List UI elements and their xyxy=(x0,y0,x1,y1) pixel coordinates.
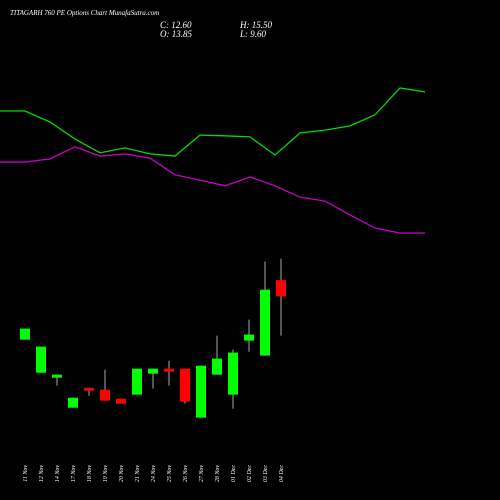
candle-body xyxy=(20,328,30,340)
x-tick-label: 17 Nov xyxy=(71,465,77,483)
x-tick-label: 24 Nov xyxy=(150,465,157,483)
quote-high: H: 15.50 xyxy=(239,20,272,30)
indicator-line xyxy=(0,146,425,234)
x-tick-label: 27 Nov xyxy=(199,465,205,483)
x-tick-label: 11 Nov xyxy=(23,465,29,482)
x-tick-label: 25 Nov xyxy=(167,465,173,483)
candle-body xyxy=(212,358,222,375)
x-tick-label: 19 Nov xyxy=(103,465,109,483)
candle-body xyxy=(180,368,190,402)
candle-body xyxy=(260,289,270,356)
candle-body xyxy=(116,398,126,404)
x-tick-label: 21 Nov xyxy=(135,465,141,483)
candle-body xyxy=(244,334,254,341)
x-tick-label: 12 Nov xyxy=(39,465,45,483)
quote-close: C: 12.60 xyxy=(160,20,192,30)
candle-body xyxy=(36,346,46,373)
x-tick-label: 18 Nov xyxy=(87,465,93,483)
candle-body xyxy=(132,368,142,395)
candle-body xyxy=(164,368,174,372)
quote-low: L: 9.60 xyxy=(239,29,267,39)
x-tick-label: 20 Nov xyxy=(119,465,125,483)
x-tick-label: 02 Dec xyxy=(247,465,253,482)
candle-body xyxy=(100,389,110,401)
candle-body xyxy=(196,365,206,418)
candle-body xyxy=(84,387,94,391)
candle-body xyxy=(276,280,286,297)
x-tick-label: 03 Dec xyxy=(263,465,269,482)
x-tick-label: 28 Nov xyxy=(215,465,221,483)
chart-title: TITAGARH 760 PE Options Chart MunafaSutr… xyxy=(10,9,159,17)
x-tick-label: 26 Nov xyxy=(183,465,189,483)
candle-body xyxy=(68,397,78,408)
x-tick-label: 01 Dec xyxy=(231,465,237,482)
candle-body xyxy=(52,374,62,378)
x-tick-label: 14 Nov xyxy=(54,465,61,483)
quote-open: O: 13.85 xyxy=(160,29,192,39)
x-tick-label: 04 Dec xyxy=(278,465,285,482)
candle-body xyxy=(228,352,238,395)
candle-body xyxy=(148,368,158,374)
indicator-line xyxy=(0,87,426,157)
